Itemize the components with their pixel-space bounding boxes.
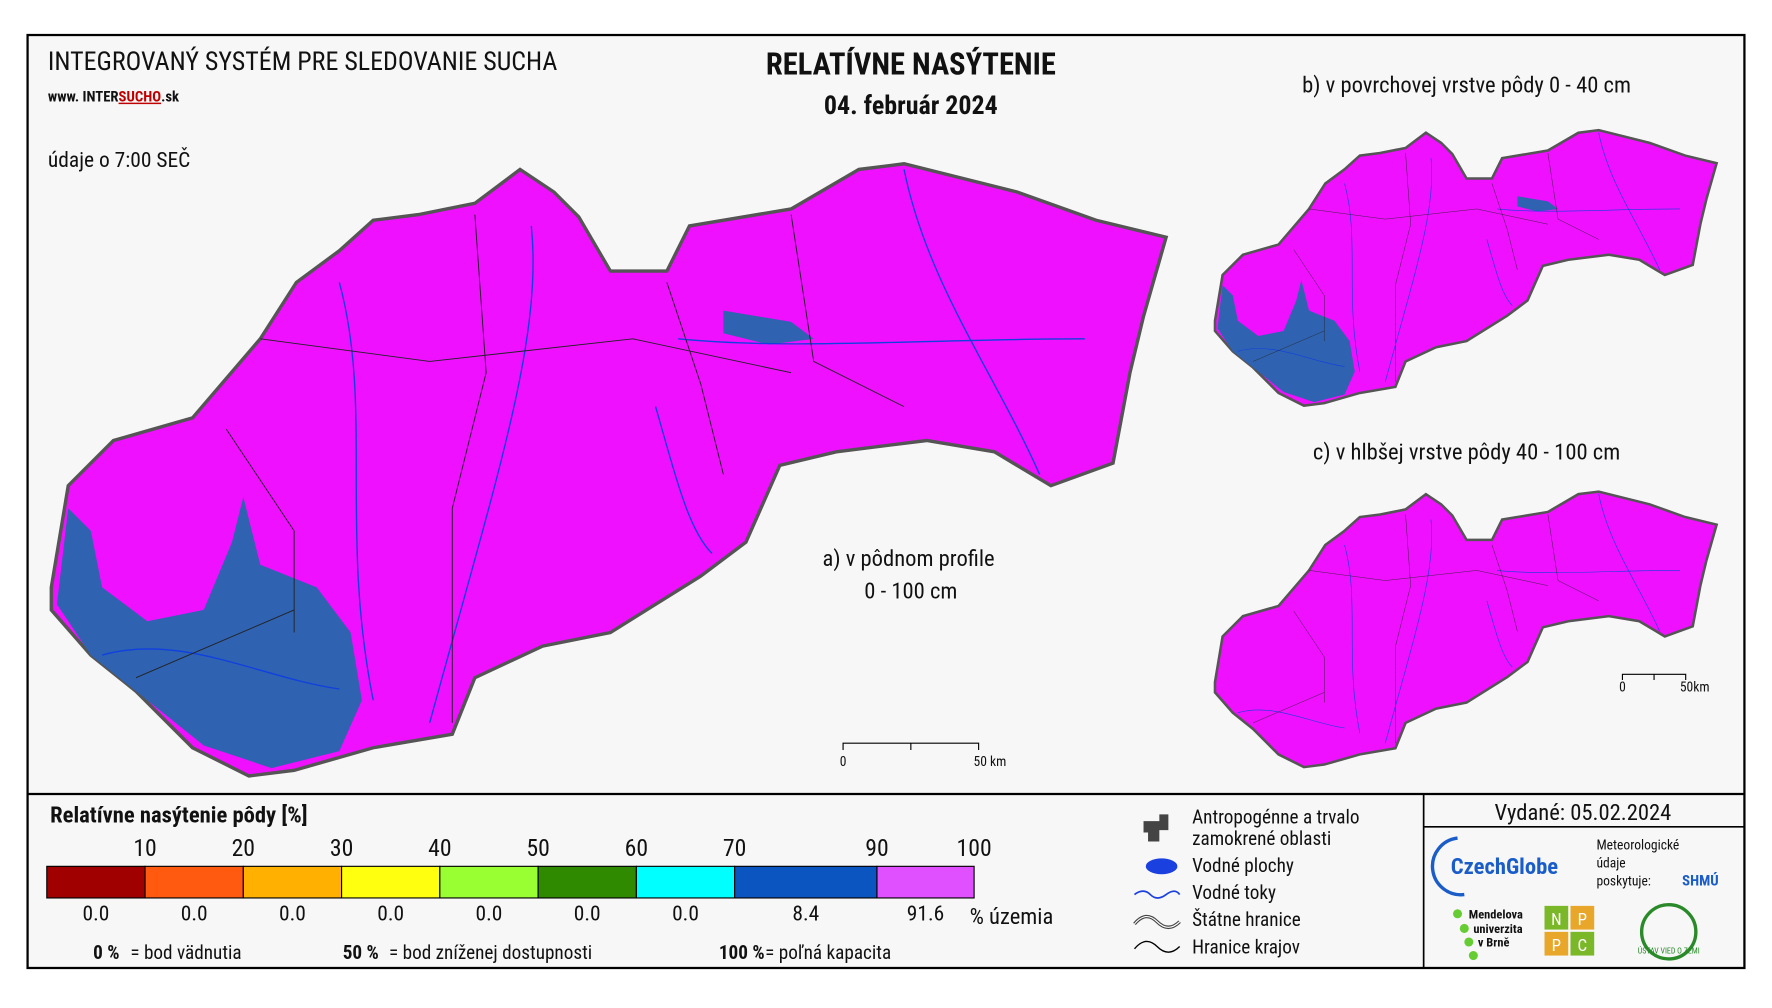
logo-czechglobe: CzechGlobe: [1451, 853, 1559, 880]
legend-title: Relatívne nasýtenie pôdy [%]: [50, 801, 307, 828]
scale-label: 50km: [1680, 679, 1710, 695]
legend-swatch: [734, 865, 878, 899]
legend-swatch: [144, 865, 244, 899]
logo-text: údaje: [1596, 855, 1625, 871]
logo-nppc: N PP C: [1544, 905, 1595, 956]
legend-swatch: [635, 865, 736, 899]
legend-swatch: [46, 865, 146, 899]
logo-text: v Brně: [1478, 936, 1510, 951]
scale-label: 50 km: [974, 754, 1007, 770]
logo-text: Meteorologické: [1596, 837, 1679, 853]
nppc-letter: P: [1578, 910, 1587, 930]
logo-shmu: SHMÚ: [1682, 872, 1718, 890]
legend-share: 0.0: [476, 902, 503, 927]
nppc-letter: N: [1551, 910, 1562, 930]
logo-dots: [1453, 909, 1478, 961]
nppc-cell: [1544, 931, 1569, 956]
map-label: c) v hlbšej vrstve pôdy 40 - 100 cm: [1313, 439, 1620, 466]
legend-share: 0.0: [82, 902, 109, 927]
legend-swatch: [242, 865, 343, 899]
legend-break: 100: [957, 834, 992, 862]
note-text: = bod zníženej dostupnosti: [389, 941, 592, 964]
symbol-label: Hranice krajov: [1192, 935, 1300, 958]
date: 04. február 2024: [824, 91, 998, 121]
map-label: b) v povrchovej vrstve pôdy 0 - 40 cm: [1302, 72, 1631, 99]
data-time: údaje o 7:00 SEČ: [48, 146, 190, 173]
logo-text: univerzita: [1473, 922, 1522, 937]
legend-notes: 0 % = bod vädnutia 50 % = bod zníženej dost…: [93, 941, 891, 964]
symbol-label: zamokrené oblasti: [1192, 827, 1331, 850]
nppc-cell: [1570, 931, 1595, 956]
symbol-legend: Antropogénne a trvalo zamokrené oblasti …: [1133, 805, 1360, 958]
system-name: INTEGROVANÝ SYSTÉM PRE SLEDOVANIE SUCHA: [48, 46, 557, 77]
note-key: 50 %: [343, 941, 379, 964]
legend-break: 30: [330, 834, 353, 862]
logo-text: ÚSTAV VIED O ZEMI: [1638, 946, 1700, 955]
legend-break: 20: [232, 834, 255, 862]
legend-share: 8.4: [792, 902, 819, 927]
legend-swatch: [876, 865, 975, 899]
legend-swatch: [439, 865, 539, 899]
note-key: 100 %: [719, 941, 765, 964]
nppc-cell: [1570, 905, 1595, 930]
map-label: 0 - 100 cm: [864, 578, 957, 605]
logo-text: Mendelova: [1469, 907, 1523, 922]
legend-break: 50: [526, 834, 549, 862]
legend-share: 0.0: [574, 902, 601, 927]
legend-share: 0.0: [181, 902, 208, 927]
legend-bar: 0.0 0.0 0.0 0.0 0.0 0.0 0.0 8.4 91.6 10 20 30 40 50 60…: [46, 834, 992, 927]
note-key: 0 %: [93, 941, 119, 964]
note-text: = bod vädnutia: [130, 941, 241, 964]
nppc-cell: [1544, 905, 1569, 930]
map-label: a) v pôdnom profile: [823, 545, 995, 572]
nppc-letter: C: [1578, 936, 1588, 956]
legend-swatch: [341, 865, 441, 899]
legend-break: 90: [865, 834, 888, 862]
symbol-label: Antropogénne a trvalo: [1192, 805, 1359, 828]
scale-label: 0: [840, 754, 847, 770]
legend-break: 40: [428, 834, 451, 862]
legend-break: 60: [625, 834, 648, 862]
symbol-label: Štátne hranice: [1192, 908, 1301, 931]
issued-date: Vydané: 05.02.2024: [1494, 799, 1671, 826]
legend-break: 10: [133, 834, 156, 862]
symbol-label: Vodné toky: [1192, 881, 1276, 904]
legend-share: 0.0: [672, 902, 699, 927]
title: RELATÍVNE NASÝTENIE: [766, 46, 1056, 83]
note-text: = poľná kapacita: [765, 941, 891, 964]
scale-label: 0: [1619, 679, 1626, 695]
legend-share: 0.0: [377, 902, 404, 927]
legend-break: 70: [723, 834, 746, 862]
logo-text: poskytuje:: [1596, 874, 1651, 890]
legend-share: 0.0: [279, 902, 306, 927]
symbol-label: Vodné plochy: [1192, 854, 1294, 877]
legend-unit: % územia: [970, 903, 1054, 930]
legend-swatch: [537, 865, 637, 899]
scale-bar: [842, 673, 1687, 750]
website: www. INTERSUCHO.sk: [48, 88, 180, 106]
nppc-letter: P: [1552, 936, 1561, 956]
legend-share: 91.6: [907, 902, 944, 927]
